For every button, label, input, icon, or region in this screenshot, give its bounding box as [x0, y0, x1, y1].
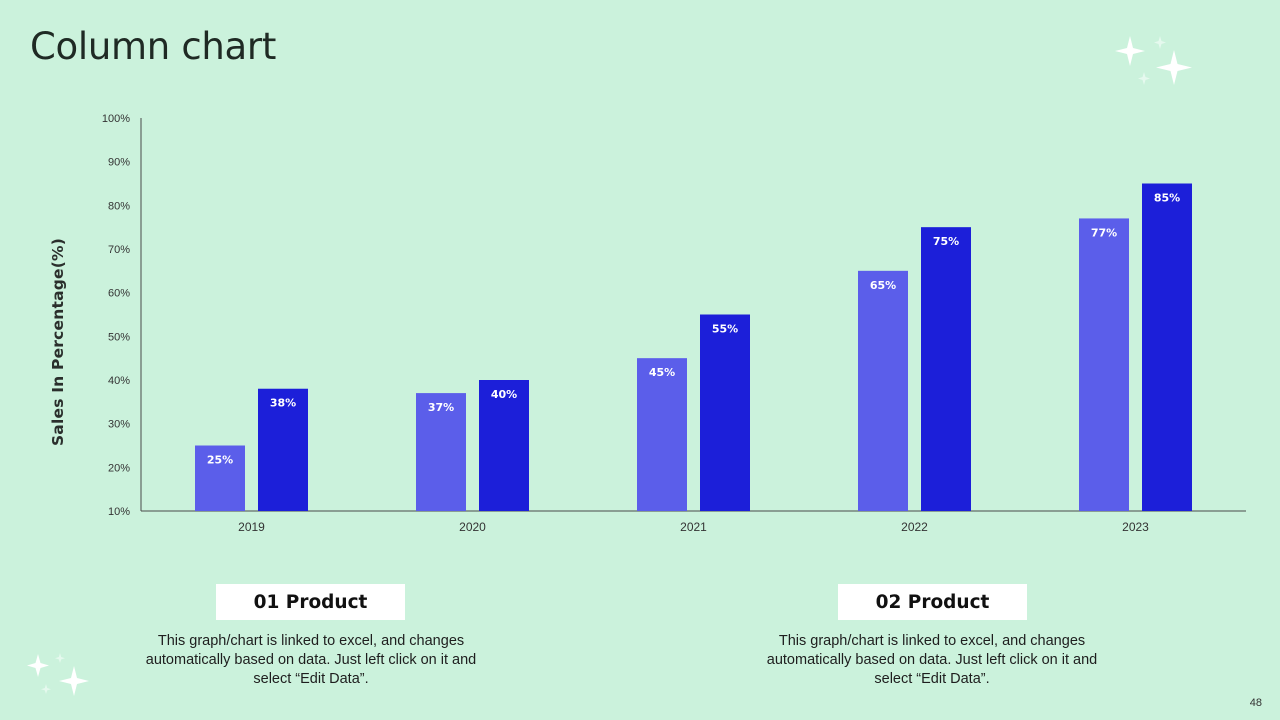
x-tick-label: 2023: [1122, 520, 1149, 534]
x-tick-label: 2022: [901, 520, 928, 534]
data-label: 38%: [270, 397, 296, 410]
bar: [858, 270, 908, 511]
bar: [195, 445, 245, 511]
y-tick-label: 100%: [102, 113, 130, 125]
product-2-description: This graph/chart is linked to excel, and…: [766, 633, 1098, 687]
y-tick-label: 60%: [108, 288, 130, 300]
bar: [258, 388, 308, 511]
x-tick-label: 2021: [680, 520, 707, 534]
y-tick-label: 90%: [108, 157, 130, 169]
data-label: 55%: [712, 323, 738, 336]
data-label: 40%: [491, 388, 517, 401]
data-label: 45%: [649, 366, 675, 379]
bar: [637, 358, 687, 511]
product-1-description: This graph/chart is linked to excel, and…: [145, 633, 477, 687]
y-tick-label: 20%: [108, 462, 130, 474]
data-label: 25%: [207, 454, 233, 467]
bar: [416, 393, 466, 511]
bar: [700, 314, 750, 511]
product-1-title: 01 Product: [216, 584, 405, 620]
data-label: 65%: [870, 279, 896, 292]
bar: [479, 380, 529, 511]
y-tick-label: 70%: [108, 244, 130, 256]
data-label: 85%: [1154, 192, 1180, 205]
page-number: 48: [1249, 697, 1262, 709]
sparkle-icon: [27, 653, 89, 696]
y-tick-label: 10%: [108, 506, 130, 518]
data-label: 75%: [933, 235, 959, 248]
x-tick-label: 2019: [238, 520, 265, 534]
y-tick-label: 40%: [108, 375, 130, 387]
data-label: 37%: [428, 401, 454, 414]
product-2-title: 02 Product: [838, 584, 1027, 620]
y-tick-label: 80%: [108, 200, 130, 212]
y-tick-label: 50%: [108, 331, 130, 343]
bar: [921, 227, 971, 511]
y-tick-label: 30%: [108, 419, 130, 431]
column-chart: 10% 20% 30% 40% 50% 60% 70% 80% 90% 100% 25% 38% 201…: [102, 113, 1246, 534]
page-title: Column chart: [30, 25, 277, 68]
y-axis-label: Sales In Percentage(%): [49, 237, 67, 447]
data-label: 77%: [1091, 226, 1117, 239]
x-tick-label: 2020: [459, 520, 486, 534]
bar: [1079, 218, 1129, 511]
sparkle-icon: [1115, 36, 1192, 85]
bar: [1142, 183, 1192, 511]
